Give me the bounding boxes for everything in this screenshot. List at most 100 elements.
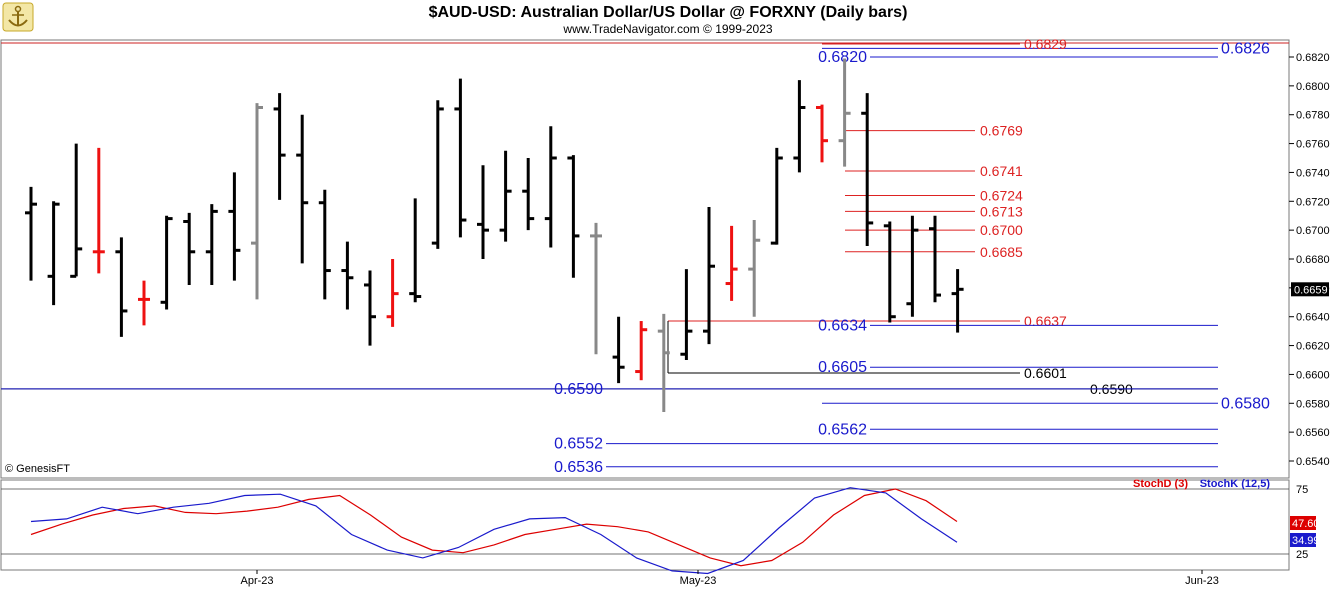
axis-tick-label: 0.6620: [1296, 341, 1330, 353]
price-axis: 0.6820 0.6800 0.6780 0.6760 0.6740 0.6720 0.67…: [1289, 52, 1330, 468]
ohlc-bar: [929, 215, 941, 303]
ohlc-bar: [816, 104, 828, 163]
stoch-series-line: [30, 488, 958, 567]
axis-tick-label: 0.6600: [1296, 369, 1330, 381]
ohlc-bar: [138, 280, 150, 326]
level-label: 0.6637: [1024, 313, 1067, 329]
level-label: 0.6724: [980, 188, 1023, 204]
stoch-panel-frame: [0, 479, 1290, 571]
ohlc-bar: [793, 80, 806, 173]
level-label: 0.6605: [818, 359, 867, 376]
axis-tick-label: 0.6560: [1296, 427, 1330, 439]
ohlc-bar: [115, 237, 128, 337]
ohlc-bar: [228, 172, 241, 281]
ohlc-bar: [431, 100, 444, 249]
ohlc-bar: [160, 215, 173, 310]
price-bars: [25, 58, 964, 412]
stoch-axis-label: 25: [1296, 549, 1308, 561]
level-label: 0.6552: [554, 436, 603, 453]
ohlc-bar: [635, 321, 648, 381]
ohlc-bar: [725, 225, 738, 301]
axis-tick-label: 0.6700: [1296, 225, 1330, 237]
ohlc-bar: [92, 147, 105, 274]
ohlc-bar: [703, 207, 715, 345]
stoch-value-label: 34.99: [1292, 535, 1320, 547]
ohlc-bar: [25, 186, 37, 281]
level-label: 0.6700: [980, 222, 1023, 238]
price-levels: 0.68260.68200.68290.67690.67410.67240.67…: [1, 36, 1270, 476]
axis-tick-label: 0.6780: [1296, 110, 1330, 122]
ohlc-bar: [47, 201, 60, 306]
ohlc-bar: [838, 58, 851, 167]
ohlc-bar: [612, 316, 625, 384]
ohlc-bar: [341, 241, 354, 310]
genesis-watermark: © GenesisFT: [5, 463, 70, 475]
chart-subtitle: www.TradeNavigator.com © 1999-2023: [562, 22, 772, 36]
ohlc-bar: [657, 313, 670, 412]
level-label: 0.6741: [980, 163, 1023, 179]
level-label: 0.6820: [818, 49, 867, 66]
ohlc-bar: [567, 155, 580, 278]
stoch-value-label: 47.60: [1292, 518, 1320, 530]
level-label: 0.6634: [818, 317, 867, 334]
last-price-label: 0.6659: [1294, 284, 1328, 296]
ohlc-bar: [454, 78, 467, 238]
level-label: 0.6562: [818, 421, 867, 438]
date-tick-label: Apr-23: [240, 575, 273, 587]
date-tick-label: May-23: [680, 575, 717, 587]
level-label: 0.6769: [980, 123, 1023, 139]
ohlc-bar: [951, 269, 964, 333]
logo: [2, 2, 34, 32]
legend-stochk: StochK (12,5): [1200, 478, 1271, 490]
stoch-value-badge: [1290, 516, 1316, 530]
ohlc-bar: [906, 215, 919, 317]
ohlc-bar: [205, 204, 218, 285]
axis-tick-label: 0.6800: [1296, 81, 1330, 93]
last-price-badge: [1291, 282, 1329, 297]
ohlc-bar: [477, 165, 489, 259]
ohlc-bar: [70, 143, 83, 278]
level-label: 0.6685: [980, 244, 1023, 260]
axis-tick-label: 0.6760: [1296, 139, 1330, 151]
ohlc-bar: [296, 114, 309, 264]
axis-tick-label: 0.6680: [1296, 254, 1330, 266]
ohlc-bar: [680, 269, 693, 360]
price-panel-frame: [0, 39, 1290, 479]
axis-tick-label: 0.6580: [1296, 398, 1330, 410]
axis-tick-label: 0.6740: [1296, 167, 1330, 179]
ohlc-bar: [386, 259, 399, 327]
ohlc-bar: [883, 221, 896, 323]
ohlc-bar: [522, 158, 535, 231]
ohlc-bar: [770, 147, 783, 245]
ohlc-bar: [409, 198, 422, 303]
date-axis: Apr-23 May-23 Jun-23: [240, 570, 1219, 587]
level-label: 0.6829: [1024, 36, 1067, 52]
stochastic-panel: StochD (3) StochK (12,5) 75 25 47.60 34.99: [30, 478, 1320, 575]
ohlc-bar: [251, 103, 263, 300]
ohlc-bar: [183, 212, 196, 285]
legend-stochd: StochD (3): [1133, 478, 1188, 490]
axis-tick-label: 0.6820: [1296, 52, 1330, 64]
axis-tick-label: 0.6640: [1296, 312, 1330, 324]
level-label: 0.6580: [1221, 395, 1270, 412]
ohlc-bar: [364, 270, 376, 346]
chart-title: $AUD-USD: Australian Dollar/US Dollar @ …: [429, 4, 908, 21]
ohlc-bar: [318, 189, 331, 300]
ohlc-bar: [499, 150, 512, 242]
stoch-value-badge: [1290, 533, 1316, 547]
level-label: 0.6601: [1024, 365, 1067, 381]
stoch-axis-label: 75: [1296, 484, 1308, 496]
axis-tick-label: 0.6720: [1296, 196, 1330, 208]
ohlc-bar: [861, 93, 874, 247]
level-label: 0.6826: [1221, 40, 1270, 57]
level-label: 0.6536: [554, 459, 603, 476]
date-tick-label: Jun-23: [1185, 575, 1219, 587]
ohlc-bar: [590, 222, 602, 355]
level-label: 0.6713: [980, 203, 1023, 219]
ohlc-bar: [544, 126, 557, 248]
anchor-logo-icon: [2, 2, 34, 32]
stoch-series-line: [30, 487, 958, 575]
ohlc-bar: [273, 93, 286, 200]
level-label: 0.6590: [554, 381, 603, 398]
